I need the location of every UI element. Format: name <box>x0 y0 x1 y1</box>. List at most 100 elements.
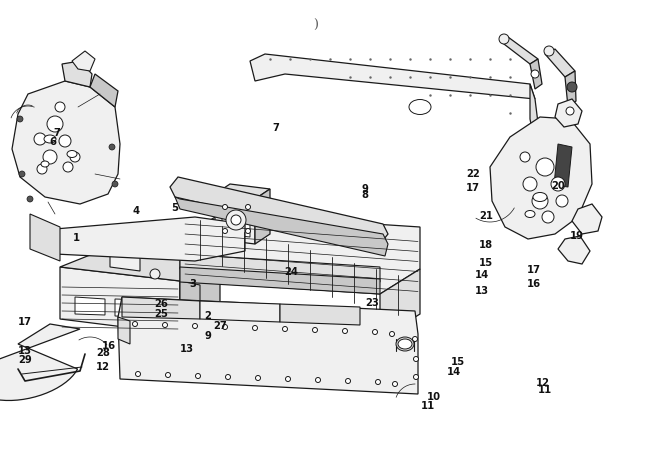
Polygon shape <box>180 254 380 282</box>
Text: 15: 15 <box>451 357 465 367</box>
Ellipse shape <box>398 339 412 349</box>
Text: 16: 16 <box>102 340 116 350</box>
Ellipse shape <box>44 136 56 144</box>
Circle shape <box>109 145 115 151</box>
Circle shape <box>544 47 554 57</box>
Polygon shape <box>170 178 388 245</box>
Text: 8: 8 <box>362 190 369 200</box>
Circle shape <box>133 322 138 327</box>
Text: 24: 24 <box>284 267 298 277</box>
Text: 3: 3 <box>189 279 196 289</box>
Text: 10: 10 <box>427 391 441 401</box>
Text: 11: 11 <box>538 384 552 394</box>
Text: 17: 17 <box>466 182 480 192</box>
Circle shape <box>150 269 160 280</box>
Circle shape <box>192 324 198 329</box>
Circle shape <box>222 229 227 234</box>
Text: 9: 9 <box>362 183 369 193</box>
Circle shape <box>196 374 200 379</box>
Circle shape <box>285 377 291 382</box>
Ellipse shape <box>409 100 431 115</box>
Polygon shape <box>530 85 540 145</box>
Circle shape <box>43 151 57 165</box>
Text: 13: 13 <box>18 345 32 355</box>
Polygon shape <box>72 52 95 72</box>
Circle shape <box>17 117 23 123</box>
Circle shape <box>346 379 350 384</box>
Circle shape <box>112 182 118 188</box>
Circle shape <box>376 380 380 385</box>
Circle shape <box>27 196 33 202</box>
Circle shape <box>499 35 509 45</box>
Polygon shape <box>250 55 535 100</box>
Text: 27: 27 <box>213 320 227 330</box>
Circle shape <box>567 83 577 93</box>
Polygon shape <box>12 82 120 205</box>
Circle shape <box>246 205 250 210</box>
Text: 28: 28 <box>96 347 110 358</box>
Text: 11: 11 <box>421 400 435 410</box>
Ellipse shape <box>396 337 414 351</box>
Text: 18: 18 <box>479 239 493 249</box>
Polygon shape <box>180 268 380 294</box>
Polygon shape <box>222 205 250 237</box>
Polygon shape <box>90 75 118 108</box>
Text: 26: 26 <box>154 298 168 308</box>
Circle shape <box>34 134 46 146</box>
Polygon shape <box>558 236 590 264</box>
Circle shape <box>47 117 63 133</box>
Polygon shape <box>118 297 418 394</box>
Polygon shape <box>175 197 388 257</box>
Text: 14: 14 <box>475 269 489 280</box>
Polygon shape <box>215 195 255 245</box>
Text: 5: 5 <box>171 202 177 213</box>
Polygon shape <box>555 100 582 128</box>
Circle shape <box>166 373 170 378</box>
Polygon shape <box>30 214 60 262</box>
Circle shape <box>162 323 168 328</box>
Text: 2: 2 <box>205 311 211 321</box>
Circle shape <box>19 172 25 178</box>
Circle shape <box>231 216 241 225</box>
Text: 1: 1 <box>73 233 80 243</box>
Circle shape <box>536 159 554 177</box>
Circle shape <box>252 326 257 331</box>
Ellipse shape <box>533 193 547 202</box>
Polygon shape <box>155 300 175 318</box>
Polygon shape <box>530 60 542 90</box>
Polygon shape <box>215 185 270 200</box>
Text: ): ) <box>313 19 318 32</box>
Polygon shape <box>60 268 180 334</box>
Polygon shape <box>55 218 245 262</box>
Text: 23: 23 <box>365 297 379 307</box>
Text: 14: 14 <box>447 366 461 376</box>
Text: 4: 4 <box>133 205 140 215</box>
Ellipse shape <box>41 162 49 168</box>
Circle shape <box>531 71 539 79</box>
Circle shape <box>37 165 47 174</box>
Polygon shape <box>122 297 200 319</box>
Circle shape <box>413 375 419 380</box>
Circle shape <box>542 212 554 224</box>
Polygon shape <box>255 190 270 245</box>
Text: 20: 20 <box>551 181 565 191</box>
Text: 17: 17 <box>527 265 541 275</box>
Ellipse shape <box>525 211 535 218</box>
Text: 22: 22 <box>466 168 480 179</box>
Polygon shape <box>180 214 420 294</box>
Text: 17: 17 <box>18 316 32 326</box>
Polygon shape <box>180 281 200 339</box>
Polygon shape <box>200 302 280 322</box>
Text: 9: 9 <box>205 330 211 340</box>
Polygon shape <box>554 145 572 188</box>
Circle shape <box>372 330 378 335</box>
Polygon shape <box>380 269 420 339</box>
Polygon shape <box>180 264 220 334</box>
Circle shape <box>255 375 261 381</box>
Polygon shape <box>545 50 575 78</box>
Circle shape <box>556 196 568 207</box>
Polygon shape <box>500 38 538 65</box>
Circle shape <box>532 194 548 210</box>
Text: 15: 15 <box>479 257 493 268</box>
Circle shape <box>135 372 140 377</box>
